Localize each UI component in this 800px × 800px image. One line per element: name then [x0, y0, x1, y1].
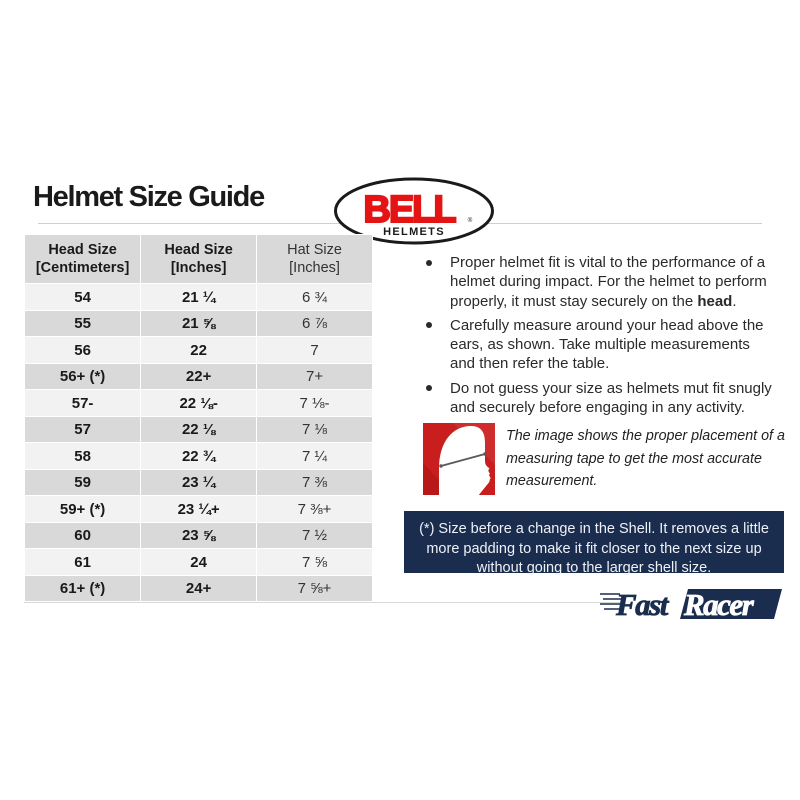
svg-text:BELL: BELL [363, 189, 456, 231]
svg-text:HELMETS: HELMETS [383, 226, 445, 238]
svg-text:®: ® [468, 216, 473, 224]
svg-text:Racer: Racer [683, 588, 755, 620]
svg-text:Fast: Fast [615, 588, 670, 620]
